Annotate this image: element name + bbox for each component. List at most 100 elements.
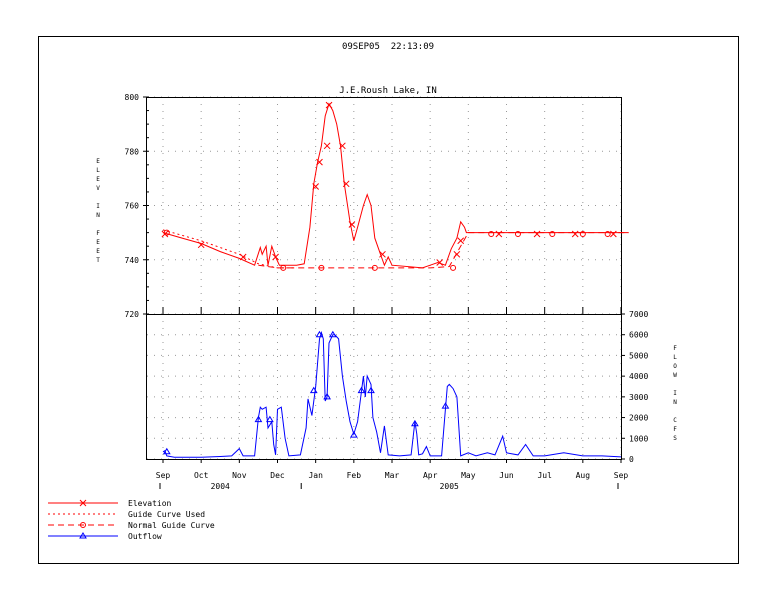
series-line	[162, 102, 629, 269]
elevation-tick-label: 720	[125, 310, 140, 319]
month-label: Dec	[270, 471, 285, 480]
elevation-axis-letter: E	[96, 176, 100, 183]
flow-axis-letter: O	[673, 363, 677, 370]
elevation-axis-letter: E	[96, 158, 100, 165]
page-frame	[38, 36, 739, 564]
circle-marker	[163, 229, 170, 236]
elevation-tick-label: 780	[125, 147, 140, 156]
elevation-tick-label: 760	[125, 202, 140, 211]
legend: Elevation Guide Curve Used Normal Guide Cu…	[48, 499, 215, 541]
series-line	[162, 229, 297, 269]
x-marker	[495, 230, 503, 238]
year-label: 2005	[440, 482, 459, 491]
flow-tick-label: 5000	[629, 351, 648, 360]
flow-axis-letter: S	[673, 435, 677, 442]
month-label: Mar	[385, 471, 400, 480]
triangle-marker	[79, 532, 87, 539]
timestamp: 09SEP05 22:13:09	[342, 42, 434, 52]
flow-tick-label: 0	[629, 455, 634, 464]
circle-marker	[488, 230, 495, 237]
month-label: May	[461, 471, 476, 480]
month-label: Sep	[156, 471, 171, 480]
x-marker	[436, 259, 444, 266]
chart-title: J.E.Roush Lake, IN	[339, 86, 437, 96]
legend-label: Outflow	[128, 532, 162, 541]
flow-tick-label: 1000	[629, 434, 648, 443]
month-label: Jan	[308, 471, 323, 480]
month-label: Nov	[232, 471, 247, 480]
circle-marker	[604, 230, 611, 237]
x-marker	[571, 230, 579, 238]
elevation-axis-letter: I	[96, 203, 100, 210]
circle-marker	[80, 522, 86, 528]
month-label: Aug	[576, 471, 591, 480]
triangle-marker	[265, 415, 274, 423]
x-marker	[239, 253, 247, 261]
triangle-marker	[328, 330, 337, 338]
month-label: Feb	[347, 471, 362, 480]
x-marker	[197, 241, 205, 249]
x-marker	[323, 142, 331, 150]
circle-marker	[450, 264, 457, 271]
x-marker	[272, 253, 279, 261]
triangle-marker	[315, 330, 324, 338]
x-marker	[342, 180, 350, 188]
legend-label: Guide Curve Used	[128, 510, 205, 519]
elevation-axis-letter: F	[96, 230, 100, 237]
triangle-marker	[349, 431, 358, 438]
flow-axis-letter: I	[673, 390, 677, 397]
x-marker	[379, 250, 386, 258]
year-label: 2004	[211, 482, 230, 491]
flow-axis-letter: N	[673, 399, 677, 406]
triangle-marker	[367, 386, 375, 394]
triangle-marker	[254, 415, 263, 423]
elevation-axis-ticks: 720 740 760 780 800	[125, 93, 149, 319]
series-outflow	[162, 330, 622, 458]
circle-marker	[549, 230, 556, 237]
x-marker	[312, 183, 320, 190]
elevation-axis-letter: E	[96, 248, 100, 255]
circle-marker	[371, 264, 378, 271]
elevation-axis-letter: L	[96, 167, 100, 174]
month-label: Apr	[423, 471, 438, 480]
flow-axis-letter: W	[673, 372, 677, 379]
series-layer	[161, 101, 629, 458]
elevation-axis-letter: T	[96, 257, 100, 264]
flow-axis-letter: F	[673, 426, 677, 433]
legend-label: Elevation	[128, 499, 172, 508]
month-label: Jul	[537, 471, 552, 480]
x-marker	[610, 230, 617, 238]
flow-tick-label: 4000	[629, 372, 648, 381]
circle-marker	[318, 264, 325, 271]
series-line	[258, 232, 629, 269]
triangle-marker	[309, 386, 318, 394]
x-marker	[339, 142, 346, 150]
month-axis-ticks: Sep Oct Nov Dec Jan Feb Mar Apr May Jun Jul Aug Sep	[156, 307, 629, 480]
flow-axis-letter: L	[673, 354, 677, 361]
x-marker	[348, 221, 356, 228]
x-marker	[533, 230, 541, 238]
flow-tick-label: 6000	[629, 331, 648, 340]
flow-axis-letter: F	[673, 345, 677, 352]
month-label: Jun	[499, 471, 514, 480]
triangle-marker	[162, 447, 171, 455]
month-label: Oct	[194, 471, 209, 480]
x-marker	[316, 158, 323, 166]
series-elevation	[161, 101, 629, 269]
elevation-tick-label: 740	[125, 256, 140, 265]
triangle-marker	[411, 419, 419, 427]
month-label: Sep	[614, 471, 629, 480]
circle-marker	[280, 264, 287, 271]
circle-marker	[514, 230, 521, 237]
series-normal-guide-curve	[163, 229, 629, 271]
flow-axis-ticks: 0 1000 2000 3000 4000 5000 6000 7000	[621, 310, 648, 464]
triangle-marker	[441, 402, 450, 409]
legend-label: Normal Guide Curve	[128, 521, 215, 530]
triangle-marker	[357, 386, 366, 394]
flow-tick-label: 2000	[629, 414, 648, 423]
flow-tick-label: 7000	[629, 310, 648, 319]
x-marker	[457, 237, 465, 245]
